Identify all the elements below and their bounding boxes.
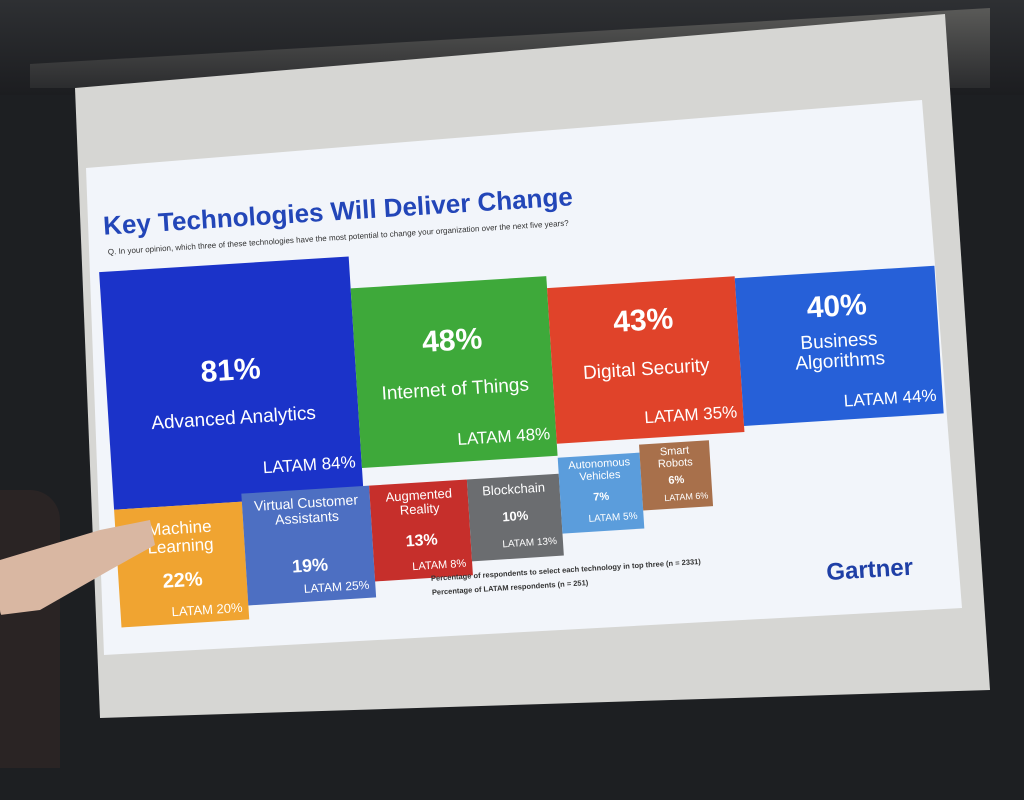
tile-percentage: 22%	[162, 568, 204, 593]
tile-virtual-customer-assistants: Virtual Customer Assistants 19% LATAM 25…	[241, 485, 377, 606]
tile-latam-percentage: LATAM 6%	[663, 490, 709, 504]
tile-autonomous-vehicles: Autonomous Vehicles 7% LATAM 5%	[557, 452, 645, 534]
tile-smart-robots: Smart Robots 6% LATAM 6%	[639, 440, 714, 511]
tile-latam-percentage: LATAM 35%	[643, 402, 738, 428]
tile-percentage: 40%	[805, 288, 868, 325]
tile-latam-percentage: LATAM 13%	[502, 535, 558, 551]
tile-percentage: 43%	[612, 302, 675, 339]
tile-digital-security: 43% Digital Security LATAM 35%	[547, 276, 745, 444]
slide: Key Technologies Will Deliver Change Q. …	[86, 100, 962, 655]
tile-percentage: 6%	[668, 473, 685, 487]
tile-label: Advanced Analytics	[150, 402, 317, 435]
tile-latam-percentage: LATAM 20%	[171, 599, 243, 620]
tile-percentage: 19%	[291, 554, 329, 577]
tile-percentage: 7%	[592, 490, 610, 504]
tile-label: Blockchain	[481, 479, 546, 499]
tile-label: Business Algorithms	[794, 328, 886, 375]
tile-latam-percentage: LATAM 84%	[262, 452, 357, 478]
tile-percentage: 10%	[501, 507, 529, 525]
tile-blockchain: Blockchain 10% LATAM 13%	[466, 473, 564, 562]
tile-label: Autonomous Vehicles	[567, 456, 631, 483]
tile-latam-percentage: LATAM 44%	[843, 385, 938, 411]
tile-latam-percentage: LATAM 8%	[411, 557, 467, 574]
tile-machine-learning: Machine Learning 22% LATAM 20%	[114, 501, 250, 628]
tile-internet-of-things: 48% Internet of Things LATAM 48%	[350, 276, 558, 469]
presenter-body	[0, 490, 60, 768]
tile-label: Internet of Things	[380, 374, 530, 405]
tile-percentage: 81%	[199, 352, 262, 389]
tile-augmented-reality: Augmented Reality 13% LATAM 8%	[369, 479, 473, 582]
tile-latam-percentage: LATAM 48%	[456, 424, 551, 449]
tile-latam-percentage: LATAM 5%	[588, 510, 638, 525]
tile-label: Smart Robots	[657, 444, 694, 471]
tile-business-algorithms: 40% Business Algorithms LATAM 44%	[734, 265, 944, 426]
tile-latam-percentage: LATAM 25%	[303, 577, 370, 596]
tile-percentage: 48%	[421, 322, 484, 359]
tile-label: Augmented Reality	[385, 485, 453, 518]
tile-percentage: 13%	[405, 531, 439, 551]
gartner-logo: Gartner	[825, 553, 914, 587]
tile-advanced-analytics: 81% Advanced Analytics LATAM 84%	[99, 256, 364, 510]
tile-label: Virtual Customer Assistants	[253, 491, 359, 528]
tile-label: Digital Security	[582, 355, 711, 384]
